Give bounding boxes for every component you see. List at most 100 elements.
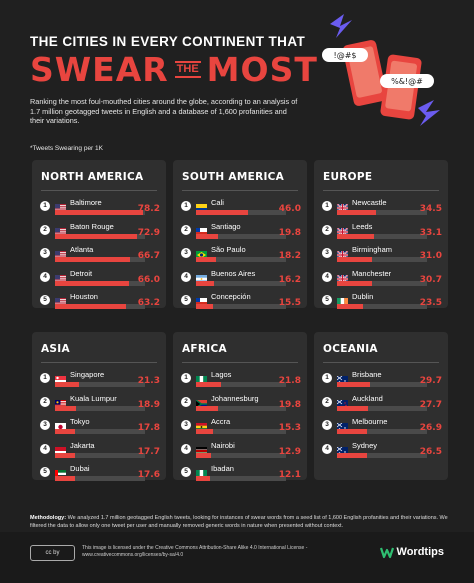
footer: cc by This image is licensed under the C… bbox=[0, 532, 474, 583]
value-label: 19.8 bbox=[278, 227, 301, 238]
title-word-the: THE bbox=[174, 61, 201, 78]
flag-cl-icon bbox=[196, 293, 207, 306]
speech-bubble-icon: !@#$ %&!@# bbox=[322, 48, 434, 88]
rank-badge: 5 bbox=[322, 295, 332, 305]
city-row: 4 Detroit 66.0 bbox=[40, 269, 160, 289]
city-label: Ibadan bbox=[211, 464, 234, 473]
bar bbox=[337, 304, 364, 309]
city-label: São Paulo bbox=[211, 245, 246, 254]
panel-north-america: NORTH AMERICA 1 Baltimore 78.2 2 Baton Rouge 7… bbox=[32, 160, 166, 309]
bar-track bbox=[55, 476, 145, 481]
flag-ke-icon bbox=[196, 442, 207, 455]
city-label: Kuala Lumpur bbox=[70, 393, 117, 403]
bar-track bbox=[337, 210, 427, 215]
city-row: 3 Tokyo 17.8 bbox=[40, 417, 160, 437]
bar-track bbox=[337, 382, 427, 387]
value-label: 29.7 bbox=[419, 376, 442, 386]
bar-track bbox=[337, 405, 427, 411]
value-label: 15.3 bbox=[278, 423, 301, 433]
bar-track bbox=[337, 233, 427, 239]
flag-cl-icon bbox=[196, 223, 207, 236]
city-row: 4 Manchester 30.7 bbox=[322, 269, 442, 289]
flag-us-icon bbox=[55, 246, 66, 259]
flag-jp-icon bbox=[55, 418, 66, 431]
bar-track bbox=[337, 452, 427, 458]
city-row: 5 Houston 63.2 bbox=[40, 292, 160, 312]
bar-track bbox=[196, 429, 286, 434]
bar-track bbox=[196, 257, 286, 262]
value-label: 23.5 bbox=[419, 298, 442, 308]
bar bbox=[55, 233, 137, 239]
bar-track bbox=[196, 233, 286, 239]
city-row: 1 Cali 46.0 bbox=[181, 198, 301, 218]
cc-license-badge: cc by bbox=[30, 545, 75, 561]
city-label: Atlanta bbox=[70, 245, 94, 254]
bar-track bbox=[196, 304, 286, 309]
flag-nz-icon bbox=[336, 395, 348, 408]
city-label: Brisbane bbox=[352, 370, 382, 379]
city-row: 5 Dubai 17.6 bbox=[40, 464, 160, 484]
panel-divider bbox=[41, 190, 157, 191]
flag-gb-icon bbox=[336, 270, 349, 284]
value-label: 21.8 bbox=[278, 376, 301, 386]
panel-oceania: OCEANIA 1 Brisbane 29.7 2 Auckland 27.7 3 Melbou… bbox=[314, 332, 448, 480]
panel-title: SOUTH AMERICA bbox=[182, 171, 285, 183]
flag-sg-icon bbox=[55, 371, 66, 384]
city-row: 2 Johannesburg 19.8 bbox=[181, 394, 301, 414]
flag-gb-icon bbox=[336, 246, 349, 260]
city-row: 5 Ibadan 12.1 bbox=[181, 464, 301, 484]
city-row: 1 Lagos 21.8 bbox=[181, 370, 301, 390]
city-label: Accra bbox=[211, 417, 231, 426]
bar-track bbox=[196, 210, 286, 215]
flag-gb-icon bbox=[336, 199, 349, 213]
bar bbox=[196, 210, 248, 215]
city-label: Detroit bbox=[70, 268, 93, 278]
panel-divider bbox=[182, 190, 298, 191]
city-label: Birmingham bbox=[352, 245, 393, 254]
rank-badge: 2 bbox=[40, 396, 50, 407]
rank-badge: 3 bbox=[40, 248, 50, 258]
wordtips-logo-icon bbox=[379, 547, 394, 559]
city-row: 2 Kuala Lumpur 18.9 bbox=[40, 394, 160, 414]
rank-badge: 2 bbox=[322, 396, 332, 407]
bar bbox=[337, 382, 371, 387]
rank-badge: 1 bbox=[322, 201, 332, 211]
flag-us-icon bbox=[55, 270, 66, 283]
bar bbox=[196, 257, 217, 262]
bar-track bbox=[55, 210, 145, 215]
city-label: Leeds bbox=[352, 221, 373, 231]
city-row: 3 Birmingham 31.0 bbox=[322, 245, 442, 265]
bar bbox=[55, 405, 77, 411]
city-label: Houston bbox=[70, 292, 98, 301]
value-label: 16.2 bbox=[278, 274, 301, 285]
city-label: Cali bbox=[211, 198, 224, 207]
city-row: 3 Melbourne 26.9 bbox=[322, 417, 442, 437]
bar-track bbox=[55, 429, 145, 434]
page-title-line1: THE CITIES IN EVERY CONTINENT THAT bbox=[30, 34, 306, 49]
flag-ae-icon bbox=[55, 465, 66, 478]
bar-track bbox=[55, 382, 145, 387]
license-text: This image is licensed under the Creativ… bbox=[82, 545, 308, 558]
bar-track bbox=[196, 452, 286, 458]
bar bbox=[337, 210, 376, 215]
city-label: Santiago bbox=[211, 221, 241, 231]
methodology-text: We analyzed 1.7 million geotagged Englis… bbox=[30, 515, 448, 529]
panel-africa: AFRICA 1 Lagos 21.8 2 Johannesburg 19.8 3 Accra 1… bbox=[173, 332, 307, 481]
bar bbox=[337, 405, 369, 411]
bar bbox=[196, 452, 211, 458]
intro-text: Ranking the most foul-mouthed cities aro… bbox=[30, 97, 298, 126]
value-label: 66.0 bbox=[137, 274, 160, 285]
panel-divider bbox=[323, 362, 439, 363]
methodology-note: Methodology: We analyzed 1.7 million geo… bbox=[30, 515, 450, 530]
flag-au-icon bbox=[336, 418, 348, 431]
city-label: Nairobi bbox=[211, 440, 235, 450]
flag-ie-icon bbox=[337, 293, 348, 306]
value-label: 26.9 bbox=[419, 423, 442, 433]
rank-badge: 1 bbox=[40, 201, 50, 211]
value-label: 12.9 bbox=[278, 446, 301, 457]
bar bbox=[196, 476, 210, 481]
rank-badge: 5 bbox=[40, 295, 50, 305]
flag-au-icon bbox=[336, 371, 348, 384]
bar bbox=[55, 257, 131, 262]
bar bbox=[196, 304, 214, 309]
